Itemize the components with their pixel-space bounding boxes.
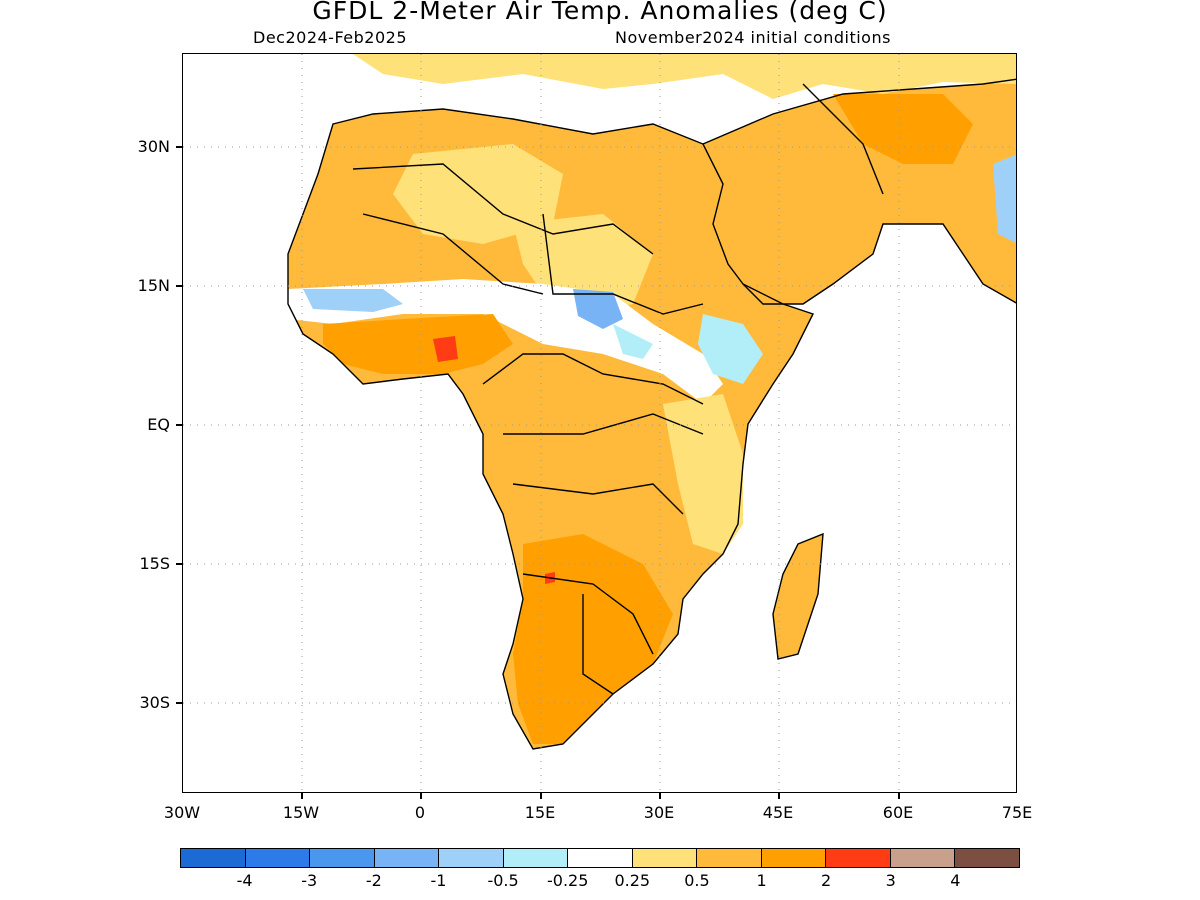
lat-tick — [176, 424, 182, 426]
colorbar-label: -1 — [430, 871, 447, 890]
coastlines — [287, 78, 1016, 750]
lat-label-eq: EQ — [147, 415, 170, 434]
lon-label-30w: 30W — [163, 803, 201, 822]
colorbar-label: 0.5 — [684, 871, 710, 890]
europe-strip — [353, 54, 1016, 99]
lon-tick — [540, 793, 542, 799]
iran-warm — [833, 94, 973, 164]
india-cool — [993, 154, 1016, 243]
colorbar-segment — [697, 849, 762, 867]
lon-label-75e: 75E — [1001, 803, 1033, 822]
lon-label-60e: 60E — [882, 803, 914, 822]
colorbar-segment — [890, 849, 956, 867]
colorbar-label: -0.25 — [546, 871, 589, 890]
colorbar-label: -2 — [365, 871, 382, 890]
lon-tick — [659, 793, 661, 799]
madagascar — [773, 534, 823, 659]
colorbar — [180, 848, 1020, 868]
lon-label-15w: 15W — [282, 803, 320, 822]
lat-label-30s: 30S — [139, 693, 170, 712]
colorbar-segment — [761, 849, 827, 867]
colorbar-label: 3 — [885, 871, 896, 890]
colorbar-segment — [955, 849, 1019, 867]
ghana-hot-spot — [433, 336, 458, 362]
chart-title: GFDL 2-Meter Air Temp. Anomalies (deg C) — [312, 0, 888, 25]
lon-tick — [898, 793, 900, 799]
sahel-cool-2 — [573, 289, 623, 329]
lon-label-45e: 45E — [762, 803, 794, 822]
colorbar-label: 4 — [950, 871, 961, 890]
colorbar-label: -4 — [236, 871, 253, 890]
lat-label-15s: 15S — [139, 554, 170, 573]
colorbar-label: 2 — [821, 871, 832, 890]
colorbar-segment — [632, 849, 698, 867]
anomaly-fields — [288, 54, 1016, 749]
colorbar-segment — [374, 849, 440, 867]
lat-label-30n: 30N — [137, 137, 170, 156]
colorbar-label: -3 — [301, 871, 318, 890]
colorbar-label: -0.5 — [487, 871, 519, 890]
ethiopia-cool — [698, 314, 763, 384]
initial-conditions-subtitle: November2024 initial conditions — [615, 28, 891, 47]
sahel-cool-3 — [613, 324, 653, 359]
lat-tick — [176, 563, 182, 565]
lat-tick — [176, 285, 182, 287]
anomaly-map — [182, 53, 1017, 793]
lon-label-15e: 15E — [524, 803, 556, 822]
lon-tick — [301, 793, 303, 799]
colorbar-segment — [826, 849, 891, 867]
lon-tick — [778, 793, 780, 799]
lon-tick — [420, 793, 422, 799]
colorbar-segment — [503, 849, 569, 867]
east-africa-pale — [663, 394, 743, 554]
africa-landmass — [288, 109, 813, 749]
lat-tick — [176, 702, 182, 704]
lon-label-30e: 30E — [643, 803, 675, 822]
lat-label-15n: 15N — [137, 276, 170, 295]
colorbar-segment — [439, 849, 504, 867]
lon-label-0: 0 — [414, 803, 426, 822]
map-svg — [183, 54, 1016, 792]
guinea-warm — [323, 314, 513, 374]
period-subtitle: Dec2024-Feb2025 — [253, 28, 407, 47]
colorbar-segment — [568, 849, 633, 867]
sahel-cool-1 — [303, 289, 403, 312]
colorbar-label: 1 — [756, 871, 767, 890]
colorbar-label: 0.25 — [614, 871, 651, 890]
colorbar-segment — [310, 849, 375, 867]
lat-tick — [176, 146, 182, 148]
colorbar-segment — [181, 849, 246, 867]
southern-africa-warm — [513, 534, 673, 744]
colorbar-segment — [245, 849, 311, 867]
graticule — [183, 54, 1016, 792]
